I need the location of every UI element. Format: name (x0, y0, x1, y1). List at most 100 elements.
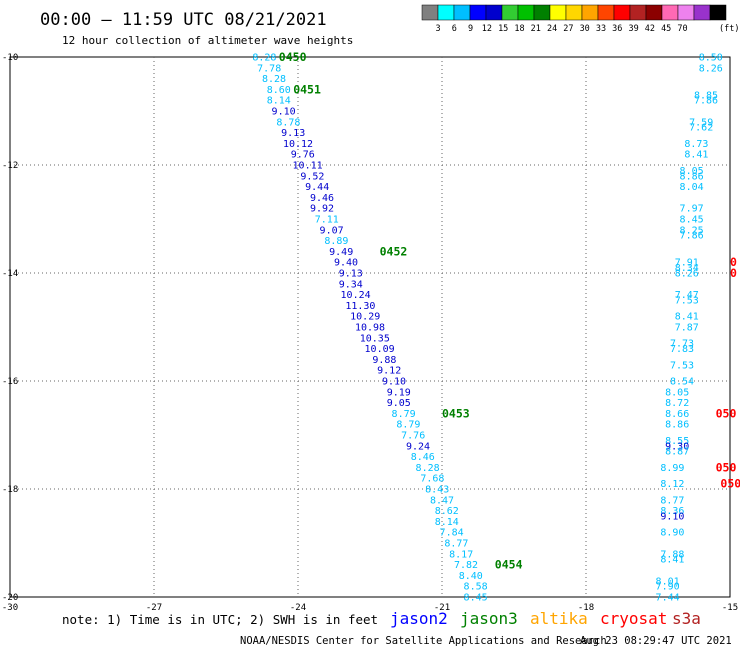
x-tick-label: -18 (578, 603, 594, 613)
pass-time-label: 0453 (442, 406, 470, 420)
swh-value: 7.84 (440, 528, 464, 539)
legend-tick-label: 24 (547, 24, 557, 34)
swh-value: 8.14 (435, 517, 459, 528)
swh-value: 9.49 (329, 247, 353, 258)
mission-label-jason3: jason3 (460, 609, 518, 628)
axis-ticks: -30 -27 -24 -21 -18 -15 -10 -12 -14 -16 -18 -20 (2, 53, 738, 613)
swh-value: 9.92 (310, 204, 334, 215)
swh-value-right: 8.26 (699, 63, 723, 74)
swh-value-right: 7.88 (660, 549, 684, 560)
swh-value-right: 8.01 (656, 576, 680, 587)
swh-value: 7.82 (454, 560, 478, 571)
legend-swatch (597, 4, 615, 21)
legend-tick-label: 9 (468, 24, 473, 34)
swh-value-right: 8.66 (665, 409, 689, 420)
legend-swatch (677, 4, 695, 21)
swh-value: 8.77 (444, 539, 468, 550)
swh-value-right: 8.26 (675, 269, 699, 280)
swh-value: 7.68 (420, 474, 444, 485)
swh-value-right: 8.87 (665, 447, 689, 458)
swh-value: 8.79 (392, 409, 416, 420)
swh-value: 9.88 (372, 355, 396, 366)
swh-value: 8.78 (276, 117, 300, 128)
pass-time-label-right: 0509 (720, 477, 740, 491)
swh-value: 7.76 (401, 431, 425, 442)
swh-value: 8.43 (425, 485, 449, 496)
swh-value-right: 7.91 (675, 258, 699, 269)
swh-value: 9.40 (334, 258, 358, 269)
swh-value-right: 8.55 (665, 436, 689, 447)
legend-swatch (453, 4, 471, 21)
x-tick-label: -21 (434, 603, 450, 613)
swh-value: 9.13 (281, 128, 305, 139)
swh-value-right: 7.53 (670, 360, 694, 371)
legend-tick-label: 36 (612, 24, 622, 34)
legend-tick-label: 30 (580, 24, 590, 34)
swh-value: 8.79 (396, 420, 420, 431)
legend-swatch (661, 4, 679, 21)
chart-title: 00:00 – 11:59 UTC 08/21/2021 (40, 10, 327, 30)
legend-tick-label: 27 (563, 24, 573, 34)
swh-value-right: 8.36 (660, 506, 684, 517)
mission-label-cryosat: cryosat (600, 609, 667, 628)
swh-value: 9.46 (310, 193, 334, 204)
swh-value: 8.46 (411, 452, 435, 463)
legend-tick-label: 18 (514, 24, 524, 34)
swh-value-right: 9.10 (660, 512, 684, 523)
legend-swatch (565, 4, 583, 21)
legend-tick-label: 3 (435, 24, 440, 34)
swh-value: 8.14 (267, 96, 291, 107)
pass-time-label: 0452 (380, 244, 408, 258)
swh-value: 11.30 (345, 301, 375, 312)
swh-value: 8.60 (267, 85, 291, 96)
y-tick-label: -18 (2, 485, 18, 495)
pass-time-label-right: 050 (716, 406, 737, 420)
legend-swatch (421, 4, 439, 21)
legend-swatch (693, 4, 711, 21)
swh-value: 9.12 (377, 366, 401, 377)
legend-tick-label: 70 (677, 24, 687, 34)
swh-value-right: 8.05 (680, 166, 704, 177)
swh-value: 9.10 (382, 377, 406, 388)
mission-label-altika: altika (530, 609, 588, 628)
swh-value-right: 8.25 (680, 225, 704, 236)
swh-value: 8.28 (262, 74, 286, 85)
swh-value-right: 8.72 (665, 398, 689, 409)
swh-value-right: 7.90 (656, 582, 680, 593)
swh-value-right: 7.44 (656, 593, 680, 604)
plot-area: -30 -27 -24 -21 -18 -15 -10 -12 -14 -16 -18 -20 8.2… (2, 50, 740, 613)
swh-value: 9.44 (305, 182, 329, 193)
swh-value: 9.10 (272, 107, 296, 118)
swh-value: 8.58 (464, 582, 488, 593)
swh-value-right: 8.73 (684, 139, 708, 150)
footer-note: note: 1) Time is in UTC; 2) SWH is in fe… (62, 612, 378, 627)
swh-value: 9.52 (300, 171, 324, 182)
swh-value-right: 8.77 (660, 495, 684, 506)
legend-swatch (581, 4, 599, 21)
swh-value-right: 9.30 (665, 441, 689, 452)
swh-value: 8.45 (464, 593, 488, 604)
mission-label-jason2: jason2 (390, 609, 448, 628)
legend-swatch (645, 4, 663, 21)
y-tick-label: -12 (2, 161, 18, 171)
legend-tick-label: 33 (596, 24, 606, 34)
legend-tick-label: 21 (531, 24, 541, 34)
swh-value: 9.05 (387, 398, 411, 409)
swh-value-right: 7.87 (675, 323, 699, 334)
swh-value: 9.07 (320, 225, 344, 236)
swh-value-right: 8.54 (670, 377, 694, 388)
swh-value: 9.24 (406, 441, 430, 452)
legend-tick-label: 12 (482, 24, 492, 34)
grid-lines (10, 57, 730, 597)
swh-value: 9.13 (339, 269, 363, 280)
swh-value-right: 8.41 (675, 312, 699, 323)
pass-time-label-right: 0 (730, 266, 737, 280)
swh-value-right: 8.34 (675, 263, 699, 274)
x-tick-label: -27 (146, 603, 162, 613)
swh-value-right: 8.50 (699, 53, 723, 64)
swh-value-right: 7.47 (675, 290, 699, 301)
footer-credit: NOAA/NESDIS Center for Satellite Applica… (240, 635, 607, 647)
legend-swatch (613, 4, 631, 21)
swh-value: 8.89 (324, 236, 348, 247)
